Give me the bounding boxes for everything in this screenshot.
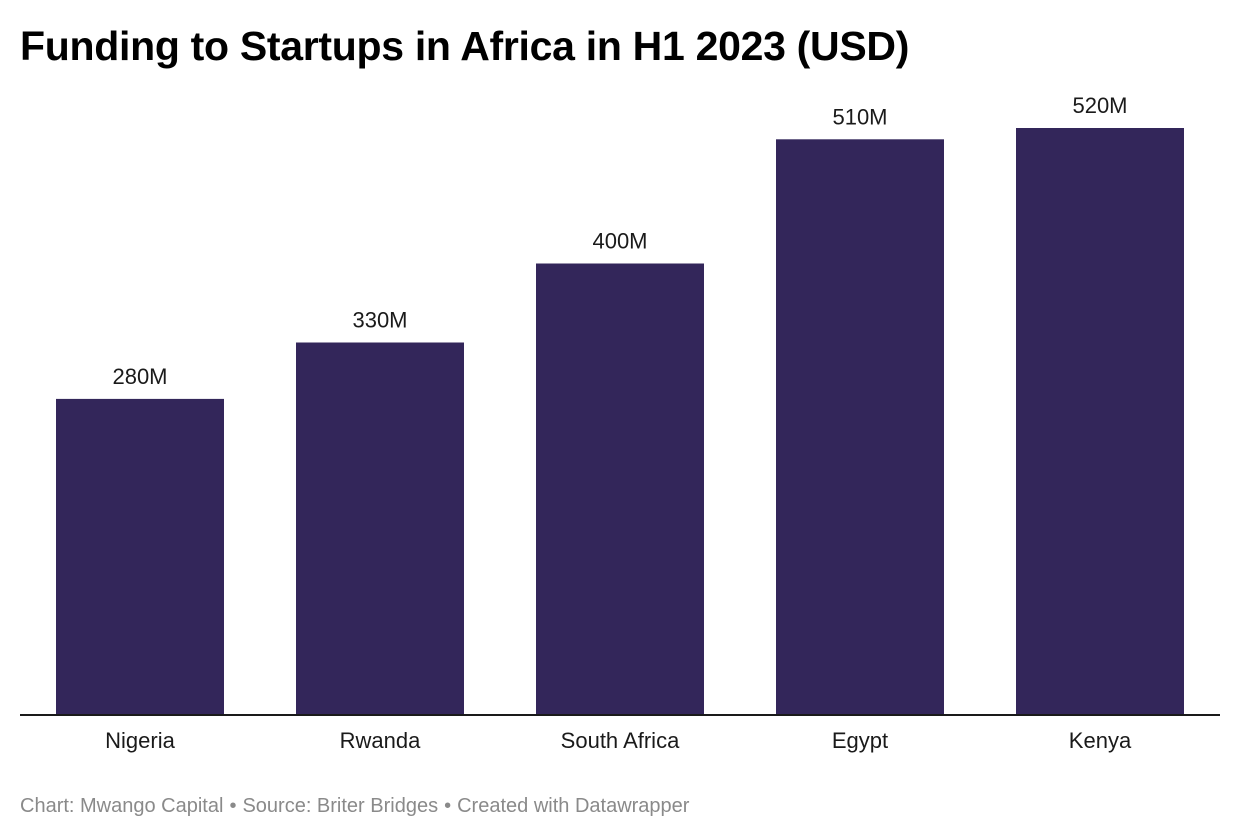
- category-label: South Africa: [561, 728, 680, 753]
- footer-separator: •: [229, 795, 237, 817]
- category-labels-group: Nigeria Rwanda South Africa Egypt Kenya: [105, 728, 1132, 753]
- category-label: Kenya: [1069, 728, 1132, 753]
- category-label: Nigeria: [105, 728, 175, 753]
- bar-kenya: [1016, 128, 1184, 715]
- value-label: 510M: [832, 104, 887, 129]
- value-labels-group: 280M 330M 400M 510M 520M: [112, 93, 1127, 389]
- bar-south-africa: [536, 263, 704, 715]
- bar-nigeria: [56, 398, 224, 715]
- value-label: 520M: [1072, 93, 1127, 118]
- footer-separator: •: [444, 795, 452, 817]
- bar-egypt: [776, 139, 944, 716]
- category-label: Rwanda: [340, 728, 421, 753]
- chart-footer: Chart: Mwango Capital • Source: Briter Bri…: [20, 793, 689, 819]
- created-with: Created with Datawrapper: [457, 795, 690, 817]
- value-label: 400M: [592, 229, 647, 254]
- chart-source: Source: Briter Bridges: [242, 795, 439, 817]
- chart-credit: Chart: Mwango Capital: [20, 795, 224, 817]
- chart-title: Funding to Startups in Africa in H1 2023…: [20, 23, 910, 69]
- value-label: 330M: [352, 308, 407, 333]
- bars-group: [56, 128, 1184, 716]
- category-label: Egypt: [832, 728, 888, 753]
- bar-rwanda: [296, 342, 464, 715]
- value-label: 280M: [112, 364, 167, 389]
